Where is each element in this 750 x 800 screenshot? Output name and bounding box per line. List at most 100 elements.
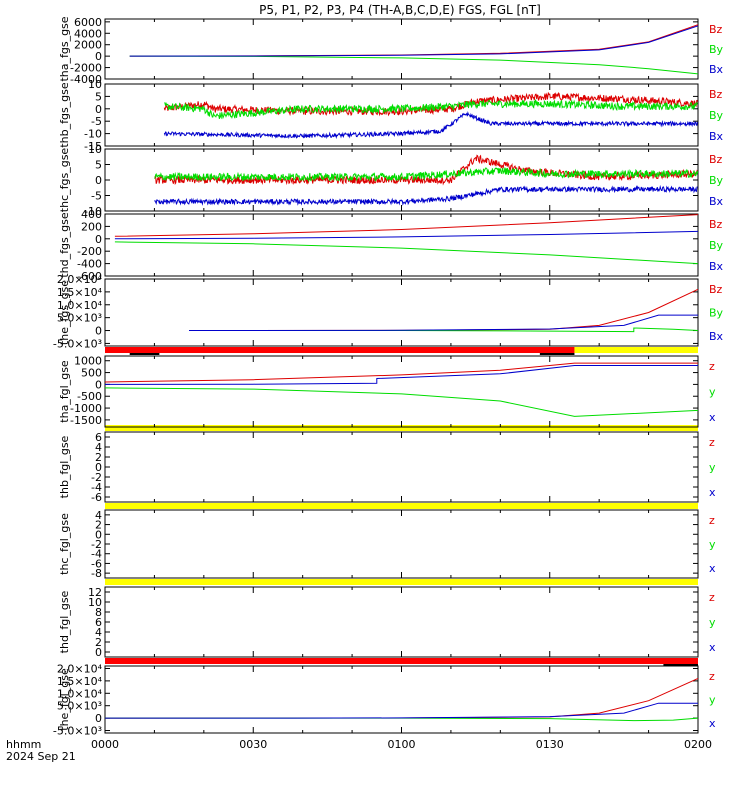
y-axis-label: thd_fgs_gse [58,212,71,278]
panel-thc_fgl_gse: 420-2-4-6-8 thc_fgl_gse zyx [58,509,716,580]
y-tick-label: 10 [88,78,102,91]
legend-entry: Bx [709,195,724,208]
y-tick-label: 6000 [74,16,102,29]
y-tick-label: 10 [88,596,102,609]
y-tick-label: 5 [95,90,102,103]
y-tick-label: 0 [95,233,102,246]
legend-entry: x [709,411,716,424]
y-tick-label: 10 [88,143,102,156]
y-axis-label: thc_fgl_gse [58,513,71,575]
status-segment-yellow [105,579,698,585]
legend-entry: z [709,514,715,527]
y-tick-label: -6 [91,557,102,570]
y-tick-label: -1000 [70,402,102,415]
status-bar [105,347,698,355]
y-tick-label: -5 [91,115,102,128]
y-tick-label: -2 [91,538,102,551]
series-x [188,314,698,331]
time-axis-label: hhmm [6,738,41,751]
panel-frame [104,278,699,347]
y-tick-label: 1.5×10⁴ [57,675,103,688]
legend-entry: Bz [709,283,723,296]
y-tick-label: 8 [95,606,102,619]
y-axis-label: tha_fgs_gse [58,16,71,81]
y-tick-label: 400 [81,208,102,221]
y-tick-label: -200 [77,245,102,258]
legend-entry: By [709,43,724,56]
panel-thc_fgs_gse: 10 5 0 -5 -10 thc_fgs_gse Bz By Bx [58,143,724,218]
y-axis-label: the_fgs_gse [58,280,71,345]
series-x [129,25,698,57]
y-tick-label: -2000 [70,62,102,75]
legend-entry: y [709,461,716,474]
series-y [114,241,698,265]
x-tick-label: 0200 [684,738,712,751]
legend-entry: By [709,109,724,122]
x-tick-label: 0030 [239,738,267,751]
y-tick-label: -4 [91,548,102,561]
series-y [105,387,698,417]
status-segment-yellow [574,347,698,353]
y-tick-label: 2000 [74,39,102,52]
panel-frame [104,665,699,734]
y-tick-label: -400 [77,258,102,271]
y-tick-label: 0 [95,325,102,338]
y-tick-label: -5 [91,190,102,203]
status-bar [105,658,698,666]
legend-entry: z [709,360,715,373]
y-tick-label: 1.0×10⁴ [57,299,103,312]
legend-entry: y [709,538,716,551]
y-tick-label: -4000 [70,73,102,86]
date-label: 2024 Sep 21 [6,750,76,763]
status-marker [539,353,575,355]
y-axis-label: thb_fgl_gse [58,435,71,498]
legend-entry: z [709,670,715,683]
legend-entry: Bx [709,330,724,343]
x-tick-label: 0100 [388,738,416,751]
legend-entry: Bx [709,260,724,273]
y-tick-label: 5 [95,159,102,172]
legend-entry: z [709,591,715,604]
y-tick-label: 4000 [74,27,102,40]
legend-entry: x [709,562,716,575]
y-tick-label: 4 [95,441,102,454]
y-tick-label: -5.0×10³ [53,337,102,350]
legend-entry: Bz [709,153,723,166]
y-tick-label: 4 [95,509,102,522]
y-tick-label: 0 [95,174,102,187]
y-tick-label: 0 [95,378,102,391]
series-z [154,154,698,186]
series-z [129,24,698,57]
series-z [105,677,698,719]
x-tick-label: 0130 [536,738,564,751]
panel-frame [104,18,699,80]
series-x [163,111,698,140]
legend-entry: y [709,616,716,629]
legend-entry: By [709,239,724,252]
y-tick-label: -10 [84,205,102,218]
status-marker [663,664,698,666]
y-tick-label: -6 [91,491,102,504]
y-tick-label: -15 [84,140,102,153]
y-tick-label: -4 [91,481,102,494]
y-tick-label: 4 [95,626,102,639]
status-segment-yellow [105,503,698,509]
series-y [164,99,698,120]
panel-frame [104,586,699,658]
status-segment-red [105,347,575,353]
legend-entry: Bz [709,218,723,231]
status-segment-red [105,658,698,664]
y-tick-label: -500 [77,390,102,403]
y-tick-label: 500 [81,367,102,380]
y-tick-label: -600 [77,270,102,283]
y-tick-label: 1000 [74,355,102,368]
y-tick-label: 6 [95,616,102,629]
y-tick-label: 200 [81,220,102,233]
status-bar [105,503,698,509]
y-tick-label: 0 [95,528,102,541]
panel-frame [104,431,699,503]
y-tick-label: 0 [95,712,102,725]
